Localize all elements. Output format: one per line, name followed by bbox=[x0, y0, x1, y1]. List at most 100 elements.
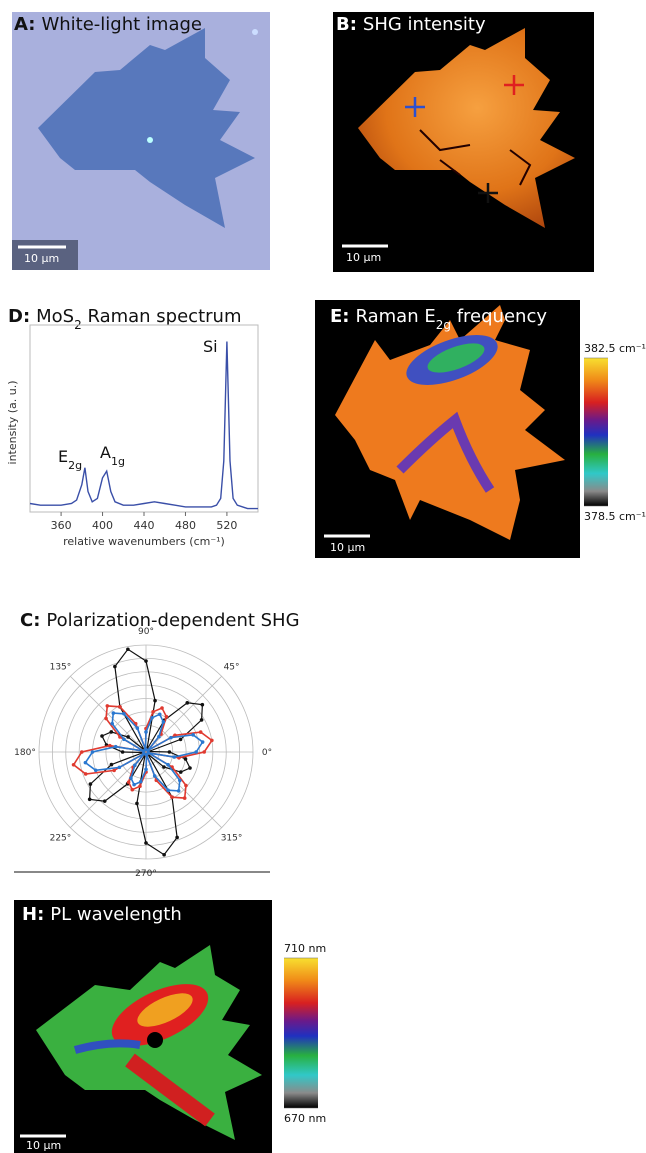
region bbox=[125, 1053, 215, 1127]
polar-point bbox=[164, 714, 169, 719]
polar-point bbox=[118, 705, 122, 709]
polar-point bbox=[169, 735, 173, 740]
title-text: Raman E bbox=[356, 306, 436, 327]
angle-label: 180° bbox=[14, 748, 36, 758]
grid-spoke bbox=[145, 676, 222, 753]
polar-point bbox=[144, 841, 148, 845]
scale-box bbox=[12, 240, 78, 270]
polar-point bbox=[113, 664, 117, 669]
region bbox=[73, 1039, 141, 1054]
title-text: frequency bbox=[451, 306, 547, 327]
colorbar bbox=[284, 958, 318, 1108]
polar-point bbox=[144, 659, 148, 663]
scale-label: 10 µm bbox=[24, 252, 59, 265]
polar-point bbox=[110, 721, 114, 726]
x-axis-label: relative wavenumbers (cm⁻¹) bbox=[63, 535, 225, 548]
polar-point bbox=[176, 789, 181, 793]
angle-label: 315° bbox=[221, 834, 243, 844]
peak-label: Si bbox=[203, 337, 218, 356]
polar-point bbox=[126, 780, 131, 784]
panel-title: C: Polarization-dependent SHG bbox=[20, 610, 300, 631]
polar-point bbox=[191, 733, 195, 737]
plot-frame bbox=[29, 324, 259, 513]
panel-title: A: White-light image bbox=[14, 14, 202, 35]
panel-title: E: Raman E2g frequency bbox=[330, 306, 547, 332]
polar-point bbox=[112, 768, 116, 773]
polar-point bbox=[210, 738, 214, 743]
polar-point bbox=[71, 762, 76, 767]
peak-label-part: 2g bbox=[68, 459, 82, 472]
raman-chart: 360 400 440 480 520 relative wavenumbers (cm⁻… bbox=[6, 324, 259, 548]
region bbox=[427, 343, 485, 373]
polar-point bbox=[166, 788, 170, 793]
polar-point bbox=[178, 770, 183, 774]
scale-label: 10 µm bbox=[346, 251, 381, 264]
angle-label: 90° bbox=[138, 627, 154, 637]
title-sub: 2g bbox=[436, 318, 451, 332]
polar-point bbox=[200, 702, 205, 707]
angle-label: 270° bbox=[135, 869, 157, 879]
polar-point bbox=[175, 835, 179, 840]
polar-point bbox=[162, 852, 166, 857]
polar-point bbox=[166, 762, 170, 767]
angle-label: 225° bbox=[50, 834, 72, 844]
polar-point bbox=[102, 799, 107, 803]
polar-point bbox=[199, 718, 204, 722]
flake bbox=[358, 28, 575, 228]
hole bbox=[147, 1032, 163, 1048]
polar-chart: 0° 45° 90° 135° 180° 225° 270° 315° bbox=[14, 627, 272, 879]
polar-point bbox=[126, 735, 130, 739]
grid-spoke bbox=[145, 751, 222, 828]
polar-point bbox=[130, 787, 135, 792]
polar-point bbox=[178, 778, 182, 783]
polar-point bbox=[185, 701, 190, 705]
polar-point bbox=[88, 782, 93, 786]
x-tick-label: 480 bbox=[175, 519, 196, 532]
polar-point bbox=[109, 762, 114, 767]
polar-point bbox=[87, 797, 92, 802]
panel-label: H: bbox=[22, 904, 44, 925]
polar-point bbox=[93, 768, 98, 773]
panel-label: A: bbox=[14, 14, 35, 35]
peak-label-part: Si bbox=[203, 337, 218, 356]
angle-label: 45° bbox=[224, 662, 240, 672]
polar-point bbox=[113, 744, 118, 749]
polar-point bbox=[138, 784, 142, 789]
polar-point bbox=[170, 795, 174, 799]
polar-point bbox=[157, 712, 162, 717]
polar-point bbox=[144, 767, 148, 772]
polar-point bbox=[83, 772, 88, 776]
polar-point bbox=[135, 801, 139, 806]
polar-point bbox=[152, 774, 157, 778]
peak-label-part: A bbox=[100, 443, 111, 462]
marker bbox=[504, 75, 524, 95]
particle bbox=[252, 29, 258, 35]
y-axis-label: intensity (a. u.) bbox=[6, 381, 19, 465]
polar-point bbox=[109, 730, 114, 734]
title-text: MoS bbox=[36, 306, 74, 327]
peak-label: A1g bbox=[100, 443, 125, 468]
colorbar-label: 670 nm bbox=[284, 1112, 326, 1125]
polar-point bbox=[161, 720, 166, 724]
polar-point bbox=[178, 737, 183, 742]
polar-point bbox=[90, 750, 95, 754]
peak-label: E2g bbox=[58, 447, 82, 472]
polar-point bbox=[151, 710, 155, 714]
spectrum-line bbox=[29, 341, 258, 510]
polar-point bbox=[135, 726, 140, 730]
polar-point bbox=[160, 706, 164, 710]
panel-title: B: SHG intensity bbox=[336, 14, 486, 35]
polar-point bbox=[146, 751, 151, 755]
polar-point bbox=[120, 750, 125, 754]
polar-point bbox=[200, 740, 205, 744]
polar-point bbox=[194, 750, 198, 754]
x-tick-label: 440 bbox=[134, 519, 155, 532]
x-tick-label: 400 bbox=[92, 519, 113, 532]
polar-point bbox=[111, 711, 116, 715]
polar-point bbox=[100, 734, 104, 738]
polar-point bbox=[133, 763, 137, 768]
panel-label: C: bbox=[20, 610, 40, 631]
title-text: Polarization-dependent SHG bbox=[46, 610, 299, 631]
particle bbox=[147, 137, 153, 143]
